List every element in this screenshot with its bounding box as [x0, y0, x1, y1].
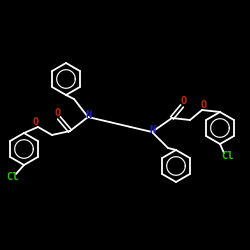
Text: N: N — [85, 110, 91, 120]
Text: O: O — [55, 108, 61, 118]
Text: O: O — [181, 96, 187, 106]
Text: Cl: Cl — [221, 151, 233, 161]
Text: N: N — [149, 125, 155, 135]
Text: O: O — [33, 117, 39, 127]
Text: O: O — [201, 100, 207, 110]
Text: Cl: Cl — [7, 172, 19, 182]
